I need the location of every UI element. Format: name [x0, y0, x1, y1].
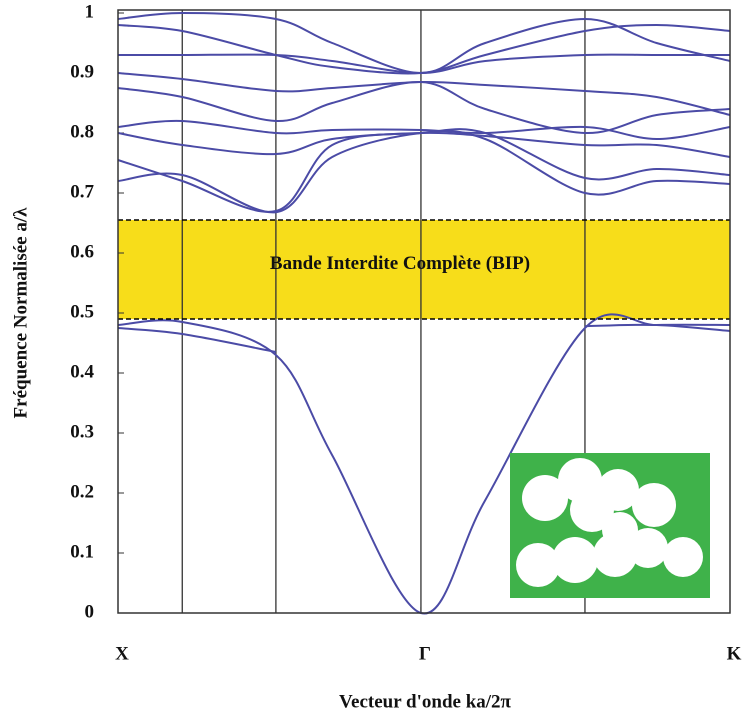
y-tick-label: 0.5 — [70, 301, 94, 322]
x-tick-label: X — [115, 643, 129, 664]
y-tick-label: 1 — [85, 1, 95, 22]
y-tick-label: 0.9 — [70, 61, 94, 82]
y-tick-label: 0.6 — [70, 241, 94, 262]
band-curve — [117, 80, 731, 135]
band-curve — [117, 23, 731, 75]
y-tick-label: 0.8 — [70, 121, 94, 142]
y-tick-label: 0.3 — [70, 421, 94, 442]
band-curve — [118, 53, 730, 75]
band-curve — [117, 119, 731, 141]
plot-frame — [117, 9, 731, 614]
y-tick-label: 0.2 — [70, 481, 94, 502]
band-curve — [117, 131, 731, 158]
band-gap — [118, 220, 730, 319]
band-curve — [117, 323, 731, 353]
y-tick-label: 0 — [85, 601, 95, 622]
y-tick-label: 0.1 — [70, 541, 94, 562]
y-tick-label: 0.4 — [70, 361, 94, 382]
band-curve — [117, 128, 731, 213]
x-tick-label: Γ — [419, 643, 431, 664]
band-gap-label: Bande Interdite Complète (BIP) — [270, 253, 530, 274]
y-axis-title: Fréquence Normalisée a/λ — [10, 207, 31, 419]
y-tick-label: 0.7 — [70, 181, 94, 202]
inset-image — [510, 453, 710, 598]
band-curve — [117, 72, 731, 116]
band-curve — [117, 11, 731, 75]
x-axis-title: Vecteur d'onde ka/2π — [339, 691, 512, 712]
x-tick-label: K — [727, 643, 742, 664]
